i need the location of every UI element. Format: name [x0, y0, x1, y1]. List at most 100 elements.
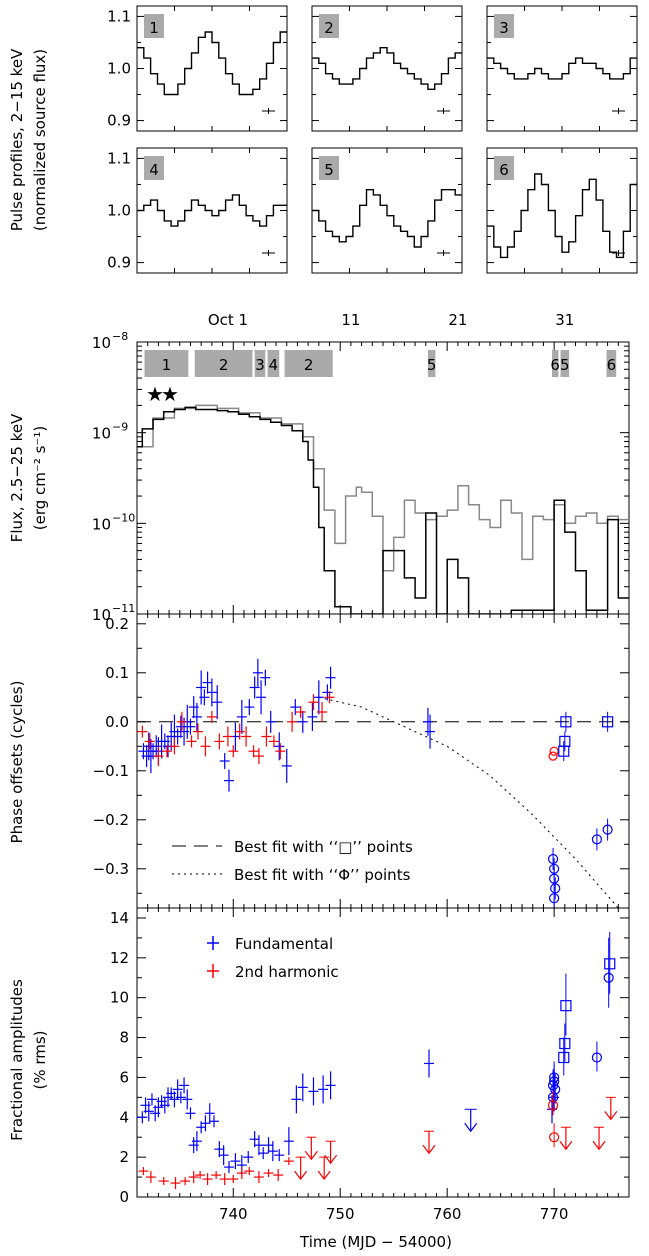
interval-bar-label: 2 — [304, 356, 314, 374]
interval-bar-label: 2 — [219, 356, 229, 374]
legend-fundamental-label: Fundamental — [235, 935, 333, 953]
interval-bar-6 — [606, 350, 617, 377]
amp-ytick-label: 14 — [110, 909, 129, 927]
interval-bar-label: 1 — [162, 356, 172, 374]
pulse-ytick-label: 1.1 — [107, 149, 131, 167]
x-tick-label: 760 — [433, 1205, 462, 1223]
pulse-panel-4: 4 1.1 1.0 0.9 — [107, 147, 288, 274]
pulse-panel-6: 6 — [486, 147, 638, 274]
date-label: Oct 1 — [208, 311, 248, 329]
interval-bar-label: 3 — [255, 356, 265, 374]
pulse-panel-label: 2 — [324, 19, 334, 37]
flux-ytick-label-base: 10 — [92, 515, 111, 533]
flux-ytick-label-exp: −10 — [112, 511, 135, 524]
pulse-profile-line — [487, 173, 637, 259]
axis-labels: Pulse profiles, 2−15 keV (normalized sou… — [8, 48, 452, 1251]
pulse-panel-label: 6 — [499, 161, 509, 179]
interval-bar-2 — [194, 350, 253, 377]
pulse-ytick-label: 0.9 — [107, 112, 131, 130]
pulse-ytick-label: 1.1 — [107, 7, 131, 25]
interval-bar-label: 6 — [550, 356, 560, 374]
pulse-profile-line — [312, 47, 462, 90]
amp-upper-limit-harmonic-head — [324, 1154, 338, 1165]
amp-ytick-label: 6 — [119, 1068, 129, 1086]
interval-bar-6 — [551, 350, 559, 377]
pulse-panel-3: 3 — [486, 5, 638, 132]
phase-ytick-label: 0.2 — [105, 615, 129, 633]
amp-ytick-label: 8 — [119, 1029, 129, 1047]
amp-upper-limit-harmonic-head — [604, 1110, 618, 1121]
pulse-panel-label: 4 — [149, 161, 159, 179]
pulse-profile-line — [137, 194, 287, 227]
amp-upper-limit-harmonic-head — [317, 1170, 331, 1181]
phase-offsets-panel: 0.2 0.1 0.0 −0.1 −0.2 −0.3 Best fit with ‘‘□’’… — [93, 613, 630, 910]
interval-bar-2 — [284, 350, 333, 377]
legend-circle-label: Best fit with ‘‘Φ’’ points — [234, 866, 411, 884]
amp-upper-limit-harmonic-head — [592, 1140, 606, 1151]
x-tick-label: 740 — [219, 1205, 248, 1223]
pulse-label-box — [144, 14, 164, 38]
amp-ytick-label: 4 — [119, 1108, 129, 1126]
amp-ytick-label: 12 — [110, 949, 129, 967]
fractional-amplitudes-panel: 14 12 10 8 6 4 2 0 740 750 760 770 Fundamental 2nd ha… — [110, 907, 630, 1223]
amp-ytick-label: 0 — [119, 1188, 129, 1206]
x-tick-label: 750 — [326, 1205, 355, 1223]
interval-bar-label: 5 — [427, 356, 437, 374]
amp-ylabel-line1: Fractional amplitudes — [8, 979, 26, 1141]
star-marker: ★ — [146, 382, 164, 406]
pulse-profiles-panel-group: 1 1.1 1.0 0.9 2 3 4 1.1 1.0 0.9 5 6 — [107, 5, 638, 274]
date-label: 11 — [341, 311, 360, 329]
pulse-panel-5: 5 — [311, 147, 463, 274]
pulse-panel-1: 1 1.1 1.0 0.9 — [107, 5, 288, 132]
phase-ytick-label: −0.2 — [93, 811, 129, 829]
star-marker: ★ — [161, 382, 179, 406]
pulse-panel-label: 3 — [499, 19, 509, 37]
pulse-panel-label: 1 — [149, 19, 159, 37]
interval-bar-label: 5 — [560, 356, 570, 374]
legend-square-label: Best fit with ‘‘□’’ points — [234, 838, 413, 856]
phase-ylabel: Phase offsets (cycles) — [8, 681, 26, 844]
pulse-label-box — [494, 156, 514, 180]
interval-bar-3 — [254, 350, 266, 377]
amp-upper-limit-harmonic-head — [294, 1170, 308, 1181]
flux-ylabel-line1: Flux, 2.5−25 keV — [8, 413, 26, 542]
flux-lightcurve — [137, 406, 629, 614]
date-axis: Oct 1 11 21 31 — [208, 311, 575, 329]
flux-ytick-label-exp: −9 — [112, 421, 128, 434]
interval-bar-5 — [560, 350, 570, 377]
x-tick-label: 770 — [540, 1205, 569, 1223]
amp-ytick-label: 10 — [110, 989, 129, 1007]
pulse-label-box — [144, 156, 164, 180]
pulse-label-box — [319, 14, 339, 38]
phase-point-circle-red — [548, 751, 558, 761]
pulse-panel-label: 5 — [324, 161, 334, 179]
pulse-panel-2: 2 — [311, 5, 463, 132]
pulse-ylabel-line2: (normalized source flux) — [31, 49, 49, 231]
pulse-profile-line — [312, 189, 462, 248]
pulse-ytick-label: 1.0 — [107, 60, 131, 78]
flux-ytick-label-base: 10 — [92, 334, 111, 352]
flux-model-curve — [137, 404, 629, 572]
pulse-label-box — [319, 156, 339, 180]
flux-ytick-label-exp: −11 — [112, 602, 135, 615]
phase-ytick-label: 0.0 — [105, 713, 129, 731]
flux-ylabel-line2: (erg cm⁻² s⁻¹) — [31, 426, 49, 530]
x-axis-label: Time (MJD − 54000) — [299, 1233, 452, 1251]
amp-ytick-label: 2 — [119, 1148, 129, 1166]
pulse-ylabel-line1: Pulse profiles, 2−15 keV — [8, 48, 26, 231]
date-label: 31 — [555, 311, 574, 329]
amp-upper-limit-fundamental-head — [464, 1122, 478, 1133]
phase-ytick-label: −0.3 — [93, 860, 129, 878]
pulse-label-box — [494, 14, 514, 38]
amp-upper-limit-harmonic-head — [422, 1144, 436, 1155]
date-label: 21 — [448, 311, 467, 329]
amp-upper-limit-harmonic-head — [304, 1150, 318, 1161]
interval-bar-1 — [144, 350, 189, 377]
pulse-ytick-label: 0.9 — [107, 254, 131, 272]
interval-bar-5 — [427, 350, 436, 377]
flux-ytick-label-exp: −8 — [112, 330, 128, 343]
pulse-profile-line — [137, 31, 287, 96]
phase-ytick-label: 0.1 — [105, 664, 129, 682]
